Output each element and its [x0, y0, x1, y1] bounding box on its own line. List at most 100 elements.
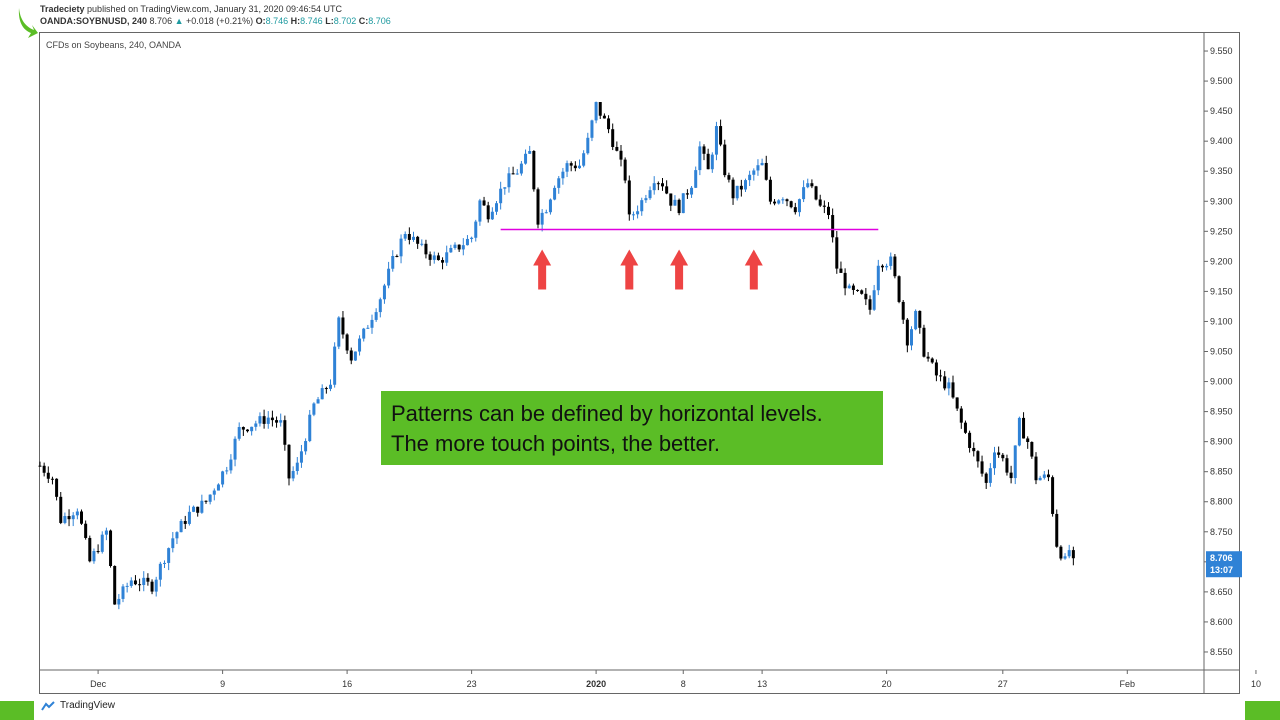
candle-body: [341, 317, 345, 335]
candle-body: [910, 329, 913, 346]
candle-body: [387, 268, 391, 286]
callout-line-2: The more touch points, the better.: [391, 431, 720, 456]
price-tick-label: 9.500: [1210, 76, 1233, 86]
candle-body: [827, 206, 830, 216]
candle-body: [847, 285, 851, 289]
time-tick-label: 9: [220, 679, 225, 689]
candle-body: [104, 530, 108, 535]
candle-body: [553, 187, 557, 200]
candle-body: [905, 319, 909, 346]
candle-body: [980, 461, 984, 474]
tradingview-logo[interactable]: TradingView: [40, 700, 115, 711]
grid: [40, 33, 1239, 693]
candle-body: [391, 255, 395, 269]
candle-body: [142, 577, 146, 586]
candle-body: [872, 290, 876, 310]
price-tick-label: 9.250: [1210, 226, 1233, 236]
candle-body: [279, 420, 283, 423]
candle-body: [246, 429, 249, 432]
candle-body: [1001, 454, 1005, 459]
candle-body: [627, 180, 631, 215]
candle-body: [578, 165, 581, 169]
candle-body: [714, 126, 718, 155]
candle-body: [250, 426, 254, 432]
candle-body: [445, 252, 449, 263]
candle-body: [366, 327, 370, 329]
candle-body: [802, 187, 806, 200]
candle-body: [295, 462, 299, 472]
candle-body: [822, 205, 826, 207]
time-tick-label: 20: [882, 679, 892, 689]
candle-body: [175, 532, 179, 539]
candle-body: [914, 310, 918, 330]
candle-body: [329, 384, 332, 389]
candle-body: [196, 506, 200, 513]
candle-body: [939, 375, 943, 377]
candle-body: [934, 362, 938, 376]
candle-body: [416, 236, 420, 244]
candle-body: [55, 478, 59, 497]
candle-body: [694, 170, 698, 188]
price-tick-label: 9.100: [1210, 316, 1233, 326]
candle-body: [594, 102, 598, 121]
chart-subtitle: CFDs on Soybeans, 240, OANDA: [46, 40, 182, 50]
candle-body: [212, 490, 216, 495]
last-price: 8.706: [149, 16, 173, 26]
last-price-tag-value: 8.706: [1210, 553, 1233, 563]
price-tick-label: 9.300: [1210, 196, 1233, 206]
time-tick-label: 27: [998, 679, 1008, 689]
candle-body: [843, 272, 847, 289]
candle-body: [673, 199, 677, 206]
candle-body: [67, 516, 71, 520]
candle-body: [557, 178, 561, 188]
candle-body: [1009, 472, 1013, 479]
candle-body: [648, 190, 652, 199]
candle-body: [1067, 550, 1071, 557]
touch-point-arrow-icon: [744, 249, 763, 290]
price-tick-label: 9.350: [1210, 166, 1233, 176]
price-tick-label: 8.800: [1210, 497, 1233, 507]
candle-body: [926, 356, 930, 359]
time-tick-label: 2020: [586, 679, 606, 689]
candle-body: [997, 452, 1001, 455]
time-tick-label: 16: [342, 679, 352, 689]
candle-body: [702, 146, 706, 154]
candle-body: [167, 548, 171, 563]
candle-body: [1042, 474, 1046, 478]
candle-body: [399, 238, 403, 257]
candle-body: [109, 530, 113, 567]
candle-body: [544, 212, 548, 214]
candle-body: [362, 328, 366, 339]
candle-body: [951, 382, 955, 398]
touch-point-arrow-icon: [670, 249, 689, 290]
candle-body: [38, 465, 42, 467]
time-tick-label: Dec: [90, 679, 107, 689]
candle-body: [486, 205, 490, 220]
candle-body: [382, 285, 386, 300]
candle-body: [258, 416, 262, 424]
candle-body: [602, 115, 606, 119]
candle-body: [976, 451, 980, 462]
open-value: 8.746: [265, 16, 289, 26]
high-label: H:: [290, 16, 301, 26]
price-tick-label: 9.150: [1210, 286, 1233, 296]
candle-body: [735, 185, 739, 199]
candle-body: [756, 165, 760, 171]
candle-body: [565, 163, 569, 172]
candle-body: [515, 173, 519, 175]
candle-body: [216, 484, 220, 491]
candle-body: [59, 496, 63, 523]
candle-body: [262, 416, 266, 424]
candle-body: [1005, 458, 1009, 473]
candle-body: [312, 403, 316, 415]
candle-body: [868, 299, 872, 310]
candle-body: [943, 376, 947, 389]
candle-body: [640, 200, 644, 212]
touch-arrows: [533, 249, 763, 290]
candle-body: [573, 165, 577, 169]
published-text: published on TradingView.com, January 31…: [87, 4, 343, 14]
time-tick-label: 8: [681, 679, 686, 689]
candle-body: [814, 186, 818, 200]
candle-body: [179, 521, 183, 533]
